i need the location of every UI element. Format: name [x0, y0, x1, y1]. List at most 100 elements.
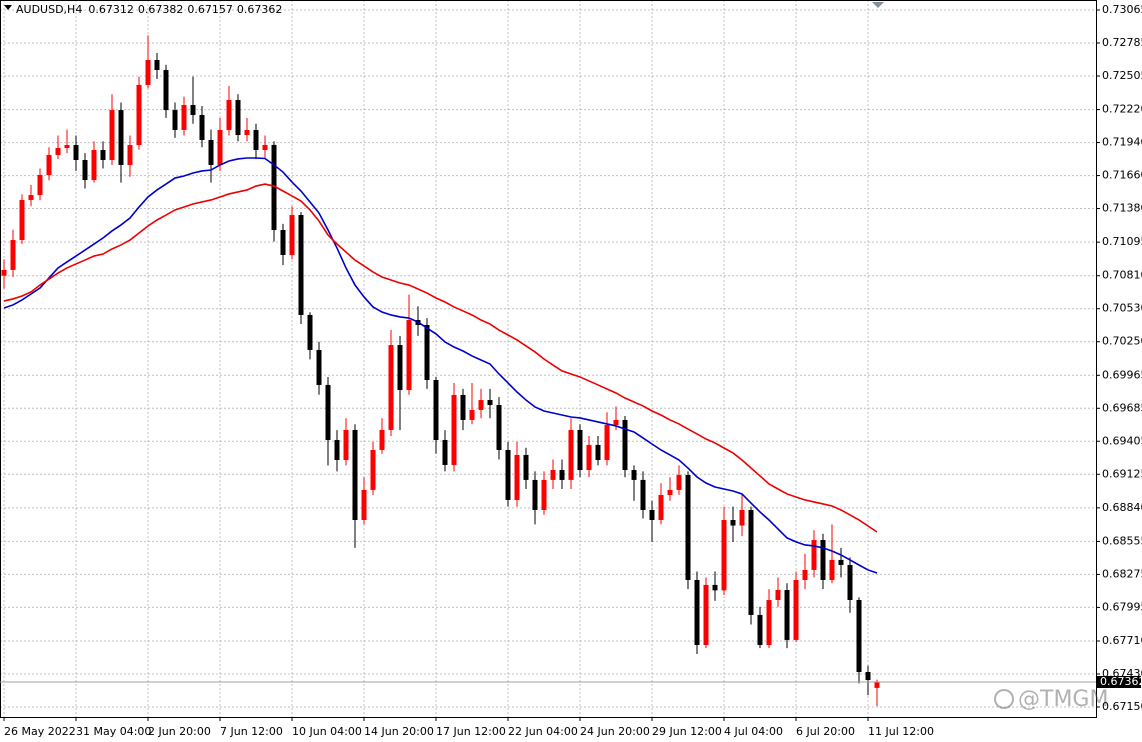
candle-body: [109, 110, 115, 161]
y-tick-label: 0.73065: [1102, 3, 1142, 16]
y-tick-label: 0.69125: [1102, 467, 1142, 480]
y-tick-label: 0.68275: [1102, 567, 1142, 580]
candle-body: [253, 129, 259, 150]
candle-body: [325, 384, 331, 440]
x-tick-label: 24 Jun 20:00: [580, 725, 650, 738]
candle-body: [352, 429, 358, 520]
y-tick-label: 0.69685: [1102, 401, 1142, 414]
candle-body: [775, 589, 781, 600]
candle-body: [100, 149, 106, 161]
candle-body: [811, 540, 817, 570]
candle-body: [163, 69, 169, 111]
menu-arrow: [4, 5, 12, 10]
grid: [0, 0, 1096, 717]
candle-body: [397, 345, 403, 391]
candle-body: [550, 470, 556, 480]
candle-body: [604, 425, 610, 461]
candle-body: [613, 419, 619, 426]
candle-body: [334, 439, 340, 461]
candle-body: [361, 489, 367, 520]
candle-body: [451, 394, 457, 465]
header-high: 0.67382: [138, 3, 184, 16]
x-tick-label: 2 Jun 20:00: [148, 725, 211, 738]
candle-body: [595, 444, 601, 461]
x-tick-label: 7 Jun 12:00: [220, 725, 283, 738]
candle-body: [19, 199, 25, 241]
candle-body: [856, 599, 862, 672]
candle-body: [532, 479, 538, 510]
x-tick-label: 14 Jun 20:00: [364, 725, 434, 738]
candle-body: [622, 419, 628, 471]
x-tick-label: 10 Jun 04:00: [292, 725, 362, 738]
candle-body: [541, 479, 547, 510]
candle-body: [37, 174, 43, 196]
last-price-label: 0.67362: [1100, 675, 1142, 688]
candle-body: [181, 104, 187, 130]
candle-body: [649, 509, 655, 520]
y-tick-label: 0.67995: [1102, 600, 1142, 613]
y-tick-label: 0.69405: [1102, 434, 1142, 447]
candle-body: [784, 589, 790, 640]
candle-body: [10, 240, 16, 270]
x-tick-label: 4 Jul 04:00: [724, 725, 783, 738]
candle-body: [640, 479, 646, 510]
candle-body: [424, 324, 430, 381]
candle-body: [307, 314, 313, 350]
candle-body: [847, 564, 853, 600]
y-tick-label: 0.67150: [1102, 700, 1142, 713]
x-tick-label: 26 May 2022: [4, 725, 76, 738]
candle-body: [145, 59, 151, 85]
candle-body: [559, 470, 565, 480]
candle-body: [460, 394, 466, 420]
candle-body: [766, 599, 772, 646]
candle-body: [64, 145, 70, 148]
candle-body: [721, 519, 727, 591]
candle-body: [667, 489, 673, 496]
candle-body: [658, 495, 664, 520]
x-tick-label: 11 Jul 12:00: [868, 725, 934, 738]
candle-body: [748, 509, 754, 615]
shift-marker: [872, 2, 884, 8]
candle-body: [244, 129, 250, 136]
x-tick-label: 17 Jun 12:00: [436, 725, 506, 738]
candle-body: [685, 474, 691, 580]
candle-body: [433, 380, 439, 440]
symbol: AUDUSD,H4: [16, 3, 82, 16]
candle-body: [199, 115, 205, 140]
candle-body: [496, 404, 502, 450]
candle-body: [190, 104, 196, 116]
header-low: 0.67157: [187, 3, 233, 16]
candle-body: [28, 195, 34, 200]
plot: [1, 35, 880, 707]
candle-body: [343, 429, 349, 461]
candle-body: [379, 429, 385, 450]
plot-frame: [0, 0, 1097, 718]
candle-body: [730, 519, 736, 526]
candle-body: [73, 145, 79, 161]
candle-body: [208, 139, 214, 165]
last-price-box: [1097, 676, 1141, 689]
candle-body: [487, 400, 493, 405]
candle-body: [577, 429, 583, 471]
candle-body: [478, 400, 484, 410]
candle-body: [865, 671, 871, 681]
candle-body: [694, 579, 700, 646]
candle-body: [127, 145, 133, 165]
candle-body: [802, 569, 808, 580]
candle-body: [757, 614, 763, 646]
y-tick-label: 0.69965: [1102, 368, 1142, 381]
chart-header: AUDUSD,H4 0.67312 0.67382 0.67157 0.67362: [16, 3, 282, 16]
candle-body: [793, 579, 799, 640]
candle-body: [631, 470, 637, 480]
candle-body: [271, 144, 277, 231]
candle-body: [838, 559, 844, 565]
